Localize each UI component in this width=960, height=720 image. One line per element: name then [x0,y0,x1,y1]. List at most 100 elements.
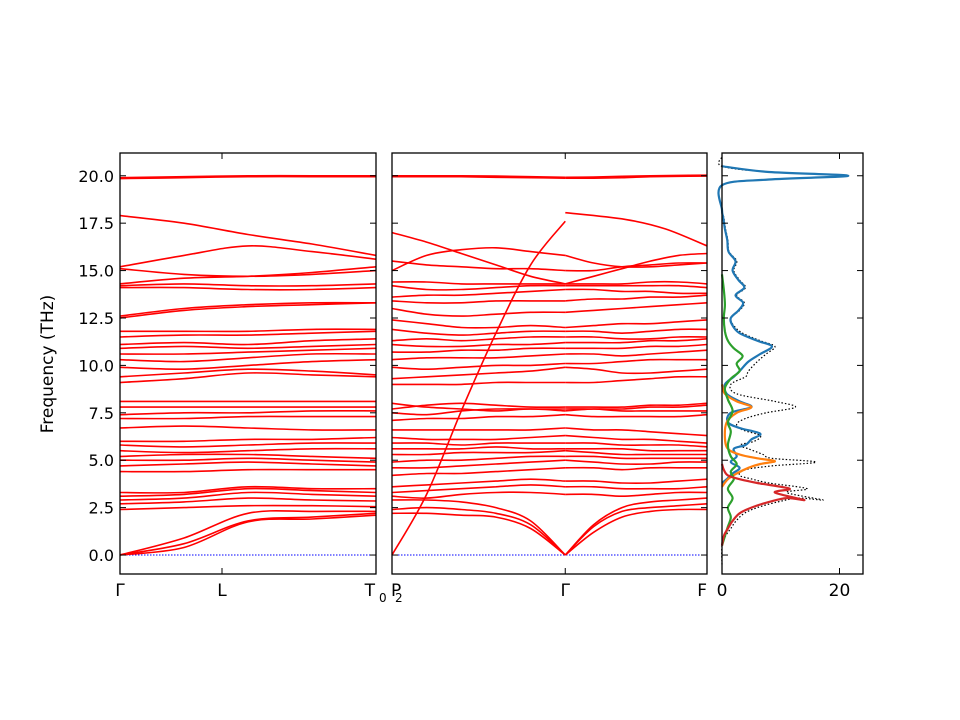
band-line [119,214,377,257]
band-line [564,508,708,556]
band-line [391,336,566,342]
band-line [392,427,566,431]
band-line [119,174,376,179]
band-line [391,353,566,361]
band-line [391,402,566,412]
band-line [565,174,708,179]
x-tick-label: F [697,581,707,601]
band-line [119,338,377,346]
band-line [565,466,707,471]
band-line [565,413,708,418]
band-line [119,425,377,431]
band-line [119,267,377,278]
y-tick-label: 7.5 [89,404,114,423]
band-line [391,175,566,179]
band-line [565,459,708,466]
band-line [565,262,708,272]
band-line [119,283,377,287]
band-line [564,497,708,556]
band-line [119,514,377,556]
band-line [391,260,566,272]
y-tick-label: 12.5 [78,309,114,328]
band-line [565,336,708,340]
band-line [565,319,708,329]
band-line [119,372,377,384]
y-tick-label: 10.0 [78,356,114,375]
band-line [565,280,708,285]
band-line [565,455,707,460]
dos-series-line [717,165,850,484]
band-line [119,485,377,494]
band-line [119,457,377,463]
band-line [119,330,377,338]
band-line [565,175,708,180]
band-line [565,328,708,335]
band-line [391,449,566,456]
band-line [119,409,377,416]
band-line [391,281,566,285]
x-tick-label-subscript: 0 [379,591,387,605]
band-line [565,284,708,289]
band-line [391,288,566,298]
band-line [391,341,566,348]
band-line [119,487,377,497]
band-line [565,485,708,490]
band-line [119,497,377,505]
band-line [391,506,566,556]
band-line [120,328,377,333]
dos-panel: 0 20 [717,152,864,601]
dos-series-line [720,274,744,546]
band-line [565,252,708,285]
y-tick-label: 0.0 [89,546,114,565]
band-line [119,301,377,317]
band-line [391,467,566,477]
band-line [391,512,566,556]
band-line [391,347,566,354]
x-tick-label: L [217,581,227,601]
band-axes-frame [391,152,708,575]
x-tick-label: Γ [561,581,571,601]
band-line [565,442,708,448]
band-line [565,338,708,344]
dos-x-tick-label: 0 [717,581,728,601]
band-line [565,478,708,485]
band-line [565,302,708,314]
band-line [119,175,376,180]
y-tick-label: 20.0 [78,167,114,186]
y-tick-label: 15.0 [78,262,114,281]
band-line [391,484,566,494]
band-line [119,343,377,350]
band-line [119,436,377,443]
y-axis-label: Frequency (THz) [38,295,58,434]
band-line [119,509,377,556]
band-line [119,453,377,460]
band-line [565,366,708,375]
dos-axes-frame [721,152,864,575]
band-line [119,504,377,511]
band-line [391,174,566,179]
x-tick-label-subscript: 2 [395,591,403,605]
band-line [391,499,566,556]
band-line [565,343,708,350]
band-line [119,512,377,556]
band-line [119,442,377,448]
band-line [565,375,708,384]
band-line [119,461,377,467]
band-line [119,302,377,319]
band-line [391,413,566,422]
band-line [119,368,377,378]
band-line [391,246,566,272]
band-line [565,402,708,409]
band-line [119,266,377,285]
band-line [565,434,708,444]
dos-series-line [720,384,777,488]
band-axes-frame [119,152,377,575]
band-line [391,459,566,469]
band-line [391,231,566,285]
band-line [565,349,708,357]
band-line [564,503,708,556]
band-line [391,307,566,317]
band-line [565,211,708,247]
band-line [391,478,566,488]
